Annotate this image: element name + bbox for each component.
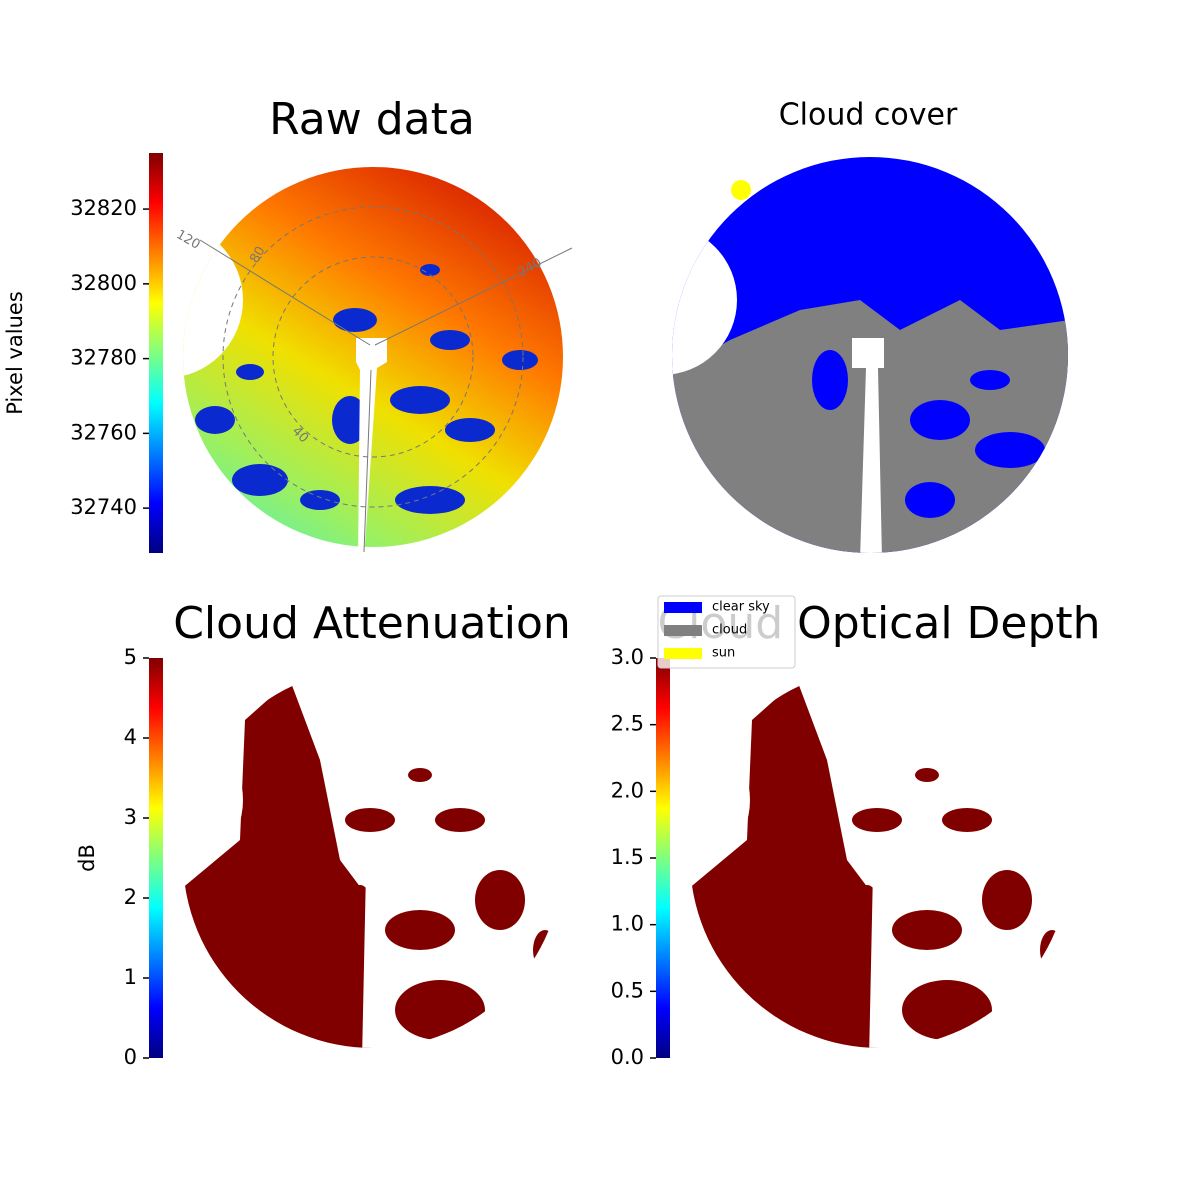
- colorbar-tick-label: 32740: [70, 495, 137, 519]
- colorbar-tick-label: 5: [124, 645, 137, 669]
- colorbar-tick-label: 0.0: [611, 1045, 644, 1069]
- colorbar-tick-label: 2.0: [611, 778, 644, 802]
- colorbar: [656, 658, 670, 1058]
- colorbar: [149, 658, 163, 1058]
- polar-label: 120: [173, 227, 202, 252]
- colorbar-tick-label: 32760: [70, 420, 137, 444]
- panel-title: Cloud cover: [779, 98, 958, 133]
- colorbar-tick-label: 4: [124, 725, 137, 749]
- legend-swatch: [664, 648, 702, 659]
- cloud-cover-image: [672, 157, 1068, 553]
- colorbar-tick-label: 3: [124, 805, 137, 829]
- colorbar-tick-label: 32820: [70, 196, 137, 220]
- colorbar-tick-label: 32780: [70, 346, 137, 370]
- colorbar-tick-label: 32800: [70, 271, 137, 295]
- colorbar-tick-label: 2.5: [611, 712, 644, 736]
- legend-label: cloud: [712, 623, 747, 638]
- colorbar-label: dB: [75, 844, 99, 872]
- colorbar-tick-label: 1.0: [611, 912, 644, 936]
- colorbar-tick-label: 1: [124, 965, 137, 989]
- legend-swatch: [664, 625, 702, 636]
- colorbar-tick-label: 3.0: [611, 645, 644, 669]
- legend: clear sky cloud sun: [657, 595, 796, 669]
- polar-label: 80: [247, 244, 268, 266]
- panel-title: Cloud Attenuation: [173, 598, 571, 649]
- colorbar-tick-label: 0.5: [611, 978, 644, 1002]
- legend-label: sun: [712, 646, 735, 661]
- legend-label: clear sky: [712, 600, 770, 615]
- panel-title: Raw data: [269, 94, 475, 145]
- colorbar: [149, 153, 163, 553]
- sun-marker: [731, 180, 751, 200]
- colorbar-label: Pixel values: [3, 291, 27, 415]
- colorbar-tick-label: 2: [124, 885, 137, 909]
- colorbar-tick-label: 1.5: [611, 845, 644, 869]
- legend-swatch: [664, 602, 702, 613]
- colorbar-tick-label: 0: [124, 1045, 137, 1069]
